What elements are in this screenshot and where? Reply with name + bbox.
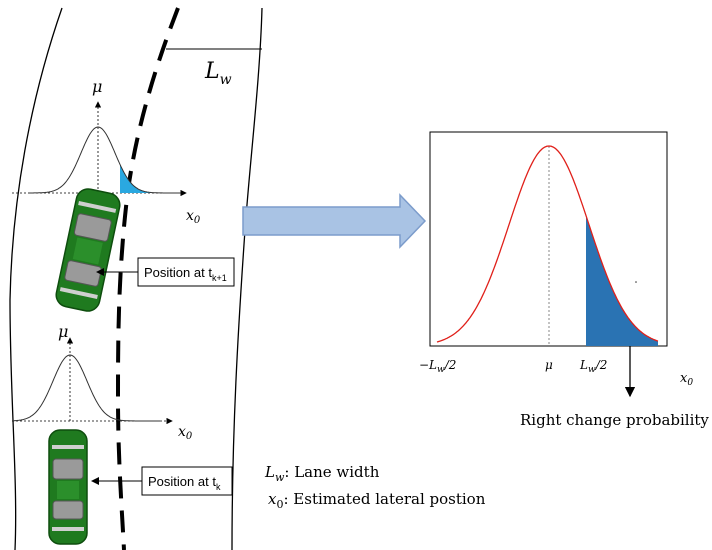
upper-plot-mu-label: μ [92,77,102,96]
right-chart-tick-left: −Lw/2 [419,358,456,375]
upper-gaussian-plot: μ x0 [12,77,201,226]
legend-lane-width: Lw: Lane width [264,463,380,484]
right-probability-chart: −Lw/2 μ Lw/2 x0 Right change probability [419,131,709,429]
upper-plot-x-label: x0 [186,208,201,226]
lower-plot-mu-label: μ [58,322,68,341]
position-tk-box [141,466,233,496]
right-chart-annotation: Right change probability [520,411,709,429]
lower-gaussian-plot: μ x0 [12,322,193,442]
lower-plot-curve [12,354,160,422]
position-tk1-label: Position at tk+1 [144,265,227,283]
lane-width-label: Lw [204,59,232,88]
car-at-tk [48,429,88,545]
right-chart-frame [429,131,668,347]
legend-lateral-position: x0: Estimated lateral postion [268,490,486,511]
lower-plot-x-label: x0 [178,424,193,442]
lane-center-dashed-line [115,7,180,550]
upper-plot-curve [28,126,180,194]
right-chart-curve [436,145,659,343]
position-tk1-box [137,257,235,287]
right-chart-tick-mu: μ [545,358,553,372]
transition-arrow [242,193,427,249]
right-chart-tail-shade [586,215,658,346]
right-chart-tick-right: Lw/2 [579,358,607,375]
upper-plot-tail-shade [120,164,180,193]
position-tk-label: Position at tk [148,474,221,492]
right-chart-dot [635,281,637,283]
right-chart-x-label: x0 [680,371,693,388]
road-right-edge [231,7,263,550]
car-at-tk1 [55,188,121,312]
road-left-edge [9,7,63,550]
